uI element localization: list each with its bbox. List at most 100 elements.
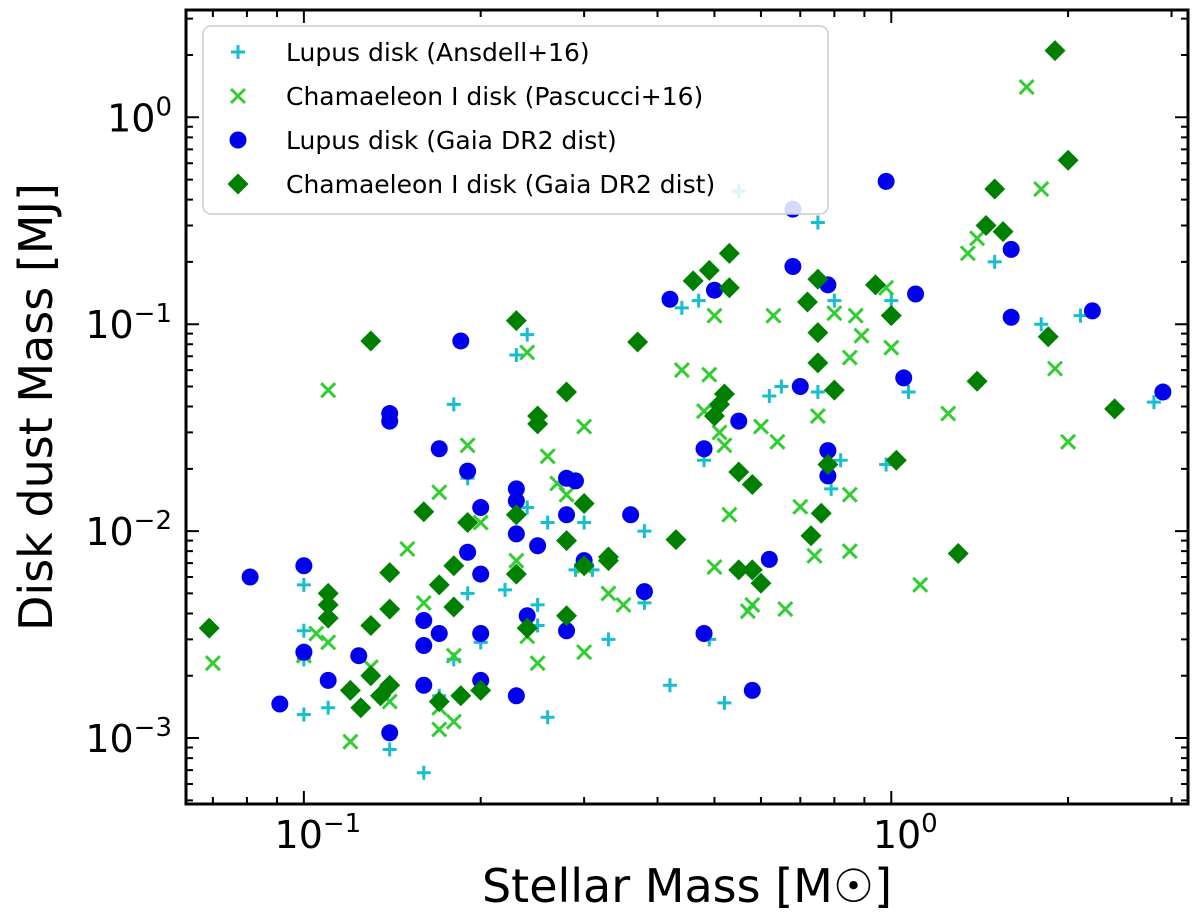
data-point-x-29 [673, 362, 690, 379]
data-point-circle-51 [1002, 308, 1020, 326]
data-point-x-16 [472, 514, 489, 531]
data-point-plus-27 [662, 678, 677, 693]
data-point-diamond-54 [817, 453, 839, 475]
data-point-circle-22 [507, 492, 525, 510]
data-point-x-21 [539, 448, 556, 465]
data-point-plus-24 [601, 632, 616, 647]
data-point-diamond-15 [428, 691, 450, 713]
data-point-diamond-41 [718, 242, 740, 264]
data-point-circle-18 [472, 565, 490, 583]
data-point-x-17 [508, 552, 525, 569]
data-point-plus-16 [520, 500, 535, 515]
data-point-circle-0 [241, 568, 259, 586]
data-point-x-51 [853, 327, 870, 344]
data-point-x-43 [792, 498, 809, 515]
data-point-circle-10 [415, 637, 433, 655]
data-point-x-44 [806, 547, 823, 564]
data-point-plus-18 [530, 597, 545, 612]
data-point-diamond-40 [713, 383, 735, 405]
data-point-x-4 [320, 382, 337, 399]
data-point-plus-14 [509, 347, 524, 362]
data-point-diamond-61 [975, 214, 997, 236]
data-point-diamond-62 [984, 178, 1006, 200]
data-point-circle-1 [271, 695, 289, 713]
data-point-circle-32 [622, 506, 640, 524]
data-point-x-54 [912, 576, 929, 593]
data-point-diamond-18 [450, 685, 472, 707]
data-point-diamond-21 [505, 310, 527, 332]
data-point-plus-41 [810, 385, 825, 400]
data-point-circle-28 [558, 622, 576, 640]
data-point-x-34 [711, 424, 728, 441]
data-point-plus-3 [296, 707, 311, 722]
data-point-plus-47 [987, 254, 1002, 269]
legend-marker-x [229, 87, 247, 105]
data-point-plus-49 [1073, 308, 1088, 323]
data-point-x-25 [576, 418, 593, 435]
data-point-plus-48 [1034, 317, 1049, 332]
data-point-diamond-34 [627, 331, 649, 353]
data-point-x-38 [744, 596, 761, 613]
data-point-diamond-7 [360, 665, 382, 687]
x-axis-label: Stellar Mass [M☉] [482, 859, 892, 913]
data-point-diamond-5 [350, 697, 372, 719]
data-point-x-39 [752, 418, 770, 435]
data-point-diamond-11 [379, 598, 401, 620]
data-point-x-46 [826, 305, 843, 322]
data-point-plus-19 [540, 515, 555, 530]
data-point-x-8 [399, 540, 416, 558]
data-point-plus-37 [774, 379, 789, 394]
data-point-plus-15 [520, 327, 535, 342]
data-point-x-61 [1060, 433, 1077, 450]
data-point-diamond-60 [966, 370, 988, 392]
legend-label-x: Chamaeleon I disk (Pascucci+16) [286, 82, 703, 111]
data-point-circle-52 [1083, 302, 1101, 320]
data-point-x-15 [459, 437, 476, 454]
data-point-x-5 [342, 733, 359, 750]
data-point-diamond-16 [443, 555, 465, 577]
data-point-x-56 [959, 245, 976, 262]
data-point-x-45 [809, 407, 826, 425]
data-point-x-33 [706, 559, 723, 576]
data-point-circle-19 [472, 625, 490, 643]
data-point-diamond-29 [556, 605, 578, 627]
data-point-diamond-58 [885, 449, 907, 471]
data-point-circle-5 [350, 647, 368, 665]
y-tick-label-1: 10−2 [85, 506, 172, 554]
data-point-x-14 [445, 647, 462, 664]
axis-tick-labels: 10−1 100 10−3 10−2 10−1 100 [85, 92, 937, 857]
data-point-diamond-22 [505, 504, 527, 526]
data-point-diamond-59 [947, 542, 969, 564]
data-point-x-35 [716, 437, 733, 454]
data-point-circle-23 [507, 525, 525, 543]
data-point-diamond-48 [796, 291, 818, 313]
data-point-circle-17 [472, 499, 490, 517]
data-point-circle-21 [507, 480, 525, 498]
data-point-diamond-6 [360, 614, 382, 636]
data-point-diamond-28 [556, 530, 578, 552]
data-point-circle-13 [430, 625, 448, 643]
data-point-circle-24 [507, 687, 525, 705]
data-point-diamond-1 [317, 582, 339, 604]
data-point-circle-53 [1154, 383, 1172, 401]
data-point-diamond-27 [556, 381, 578, 403]
data-point-x-49 [841, 349, 858, 366]
data-point-diamond-63 [992, 221, 1014, 243]
data-point-plus-38 [810, 215, 825, 230]
legend-box [202, 25, 829, 215]
data-point-plus-13 [498, 582, 513, 597]
data-point-circle-2 [295, 557, 313, 575]
data-point-circle-3 [295, 643, 313, 661]
data-point-circle-37 [705, 281, 723, 299]
data-point-circle-25 [518, 607, 536, 625]
data-point-circle-27 [558, 506, 576, 524]
data-point-x-50 [847, 307, 864, 324]
y-tick-label-0: 10−3 [85, 713, 172, 761]
data-point-circle-8 [381, 724, 399, 742]
data-point-circle-43 [791, 377, 809, 395]
data-point-x-18 [519, 344, 536, 361]
data-point-diamond-26 [527, 413, 549, 435]
data-point-circle-9 [415, 611, 433, 629]
series-diamond [198, 40, 1126, 719]
legend-marker-circle [229, 131, 247, 149]
